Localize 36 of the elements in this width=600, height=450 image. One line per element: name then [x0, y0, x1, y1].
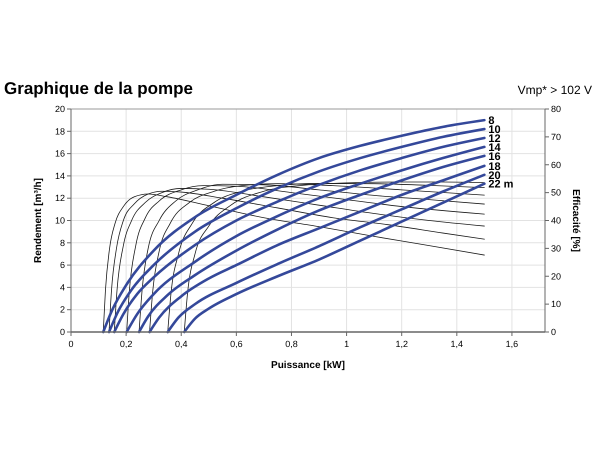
x-tick-label: 1,2: [395, 339, 408, 349]
series-label: 22 m: [488, 178, 514, 191]
y2-tick-label: 40: [551, 216, 562, 226]
y-tick-label: 12: [54, 193, 65, 204]
y-tick-label: 20: [54, 104, 65, 114]
y2-tick-label: 30: [551, 243, 562, 254]
y2-axis-title: Efficacité [%]: [570, 189, 581, 252]
x-tick-label: 0,2: [120, 339, 132, 349]
y-axis-title: Rendement [m³/h]: [33, 178, 44, 263]
y-tick-label: 14: [54, 170, 65, 181]
series-label: 16: [488, 150, 501, 163]
y2-tick-label: 0: [551, 327, 556, 337]
x-axis-title: Puissance [kW]: [271, 360, 345, 371]
y-tick-label: 16: [54, 148, 65, 159]
x-tick-label: 0: [68, 339, 74, 349]
text: Vmp* > 102 V: [518, 83, 592, 97]
y-tick-label: 10: [54, 216, 65, 226]
y2-tick-label: 20: [551, 271, 562, 282]
y2-tick-label: 80: [551, 104, 562, 114]
y-tick-label: 6: [60, 260, 65, 270]
y2-tick-label: 60: [551, 160, 562, 170]
chart-title: Graphique de la pompe: [4, 79, 193, 98]
y2-tick-label: 70: [551, 132, 562, 142]
x-tick-label: 0,8: [285, 339, 298, 349]
x-tick-label: 1,4: [450, 339, 464, 349]
x-tick-label: 0,4: [174, 339, 188, 349]
x-tick-label: 0,6: [230, 339, 243, 349]
y-tick-label: 4: [60, 282, 65, 292]
y2-tick-label: 10: [551, 299, 562, 310]
y-tick-label: 0: [60, 327, 65, 337]
x-tick-label: 1: [344, 339, 350, 349]
y-tick-label: 18: [54, 126, 65, 136]
x-tick-label: 1,6: [506, 339, 518, 349]
y-tick-label: 2: [60, 304, 65, 315]
y2-tick-label: 50: [551, 188, 562, 198]
y-tick-label: 8: [60, 238, 65, 248]
